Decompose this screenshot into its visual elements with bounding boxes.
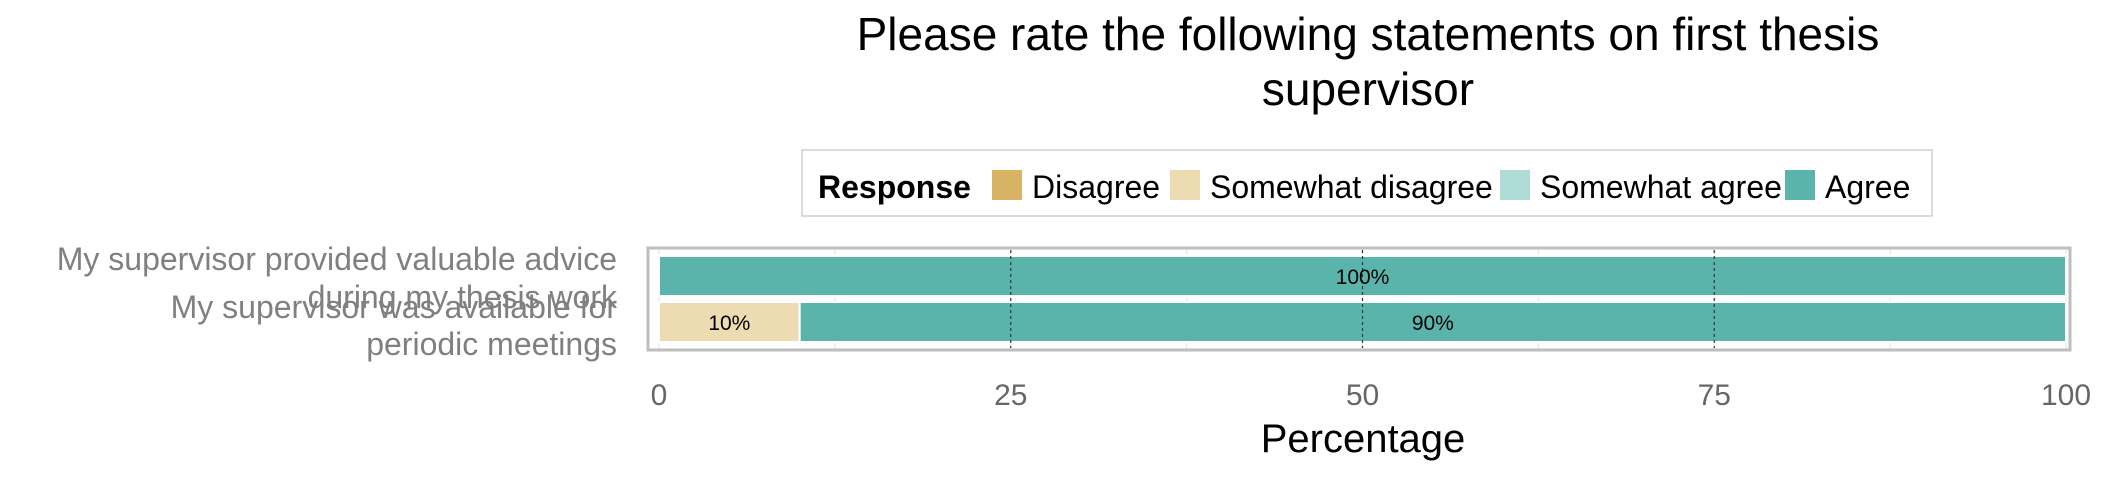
y-tick-label-advice-line-2: during my thesis work [308,279,618,315]
bar-value-label: 90% [1412,312,1454,335]
legend-box [801,149,1933,217]
chart-title-line-2: supervisor [1262,63,1474,115]
y-tick-label-meetings-line-1: My supervisor was available for [171,289,618,325]
legend-label-disagree: Disagree [1032,169,1160,205]
x-tick-label: 25 [994,379,1027,412]
bar-segment-somewhat-disagree-row-2 [658,301,801,343]
x-axis-ticks: 0 25 50 75 100 [651,379,2091,412]
legend-swatch-somewhat-agree [1500,170,1530,200]
x-axis-label: Percentage [1261,417,1466,461]
bar-value-label: 100% [1336,266,1390,289]
plot-area: 100% 10% 90% [646,246,2072,352]
chart-title-line-1: Please rate the following statements on … [857,8,1880,60]
x-tick-label: 75 [1698,379,1731,412]
y-tick-label-advice-line-1: My supervisor provided valuable advice [57,241,617,277]
legend-label-somewhat-agree: Somewhat agree [1540,169,1782,205]
legend-label-somewhat-disagree: Somewhat disagree [1210,169,1493,205]
legend-title: Response [818,169,971,205]
legend: Response Disagree Somewhat disagree Somewh… [801,149,1933,217]
y-axis-labels: My supervisor provided valuable advice d… [57,241,618,362]
x-tick-label: 50 [1346,379,1379,412]
legend-swatch-agree [1785,170,1815,200]
legend-swatch-somewhat-disagree [1170,170,1200,200]
bar-value-label: 10% [708,312,750,335]
x-tick-label: 0 [651,379,668,412]
x-tick-label: 100 [2041,379,2091,412]
y-tick-label-meetings-line-2: periodic meetings [366,326,617,362]
legend-swatch-disagree [992,170,1022,200]
plot-border [646,246,2072,352]
legend-label-agree: Agree [1825,169,1910,205]
